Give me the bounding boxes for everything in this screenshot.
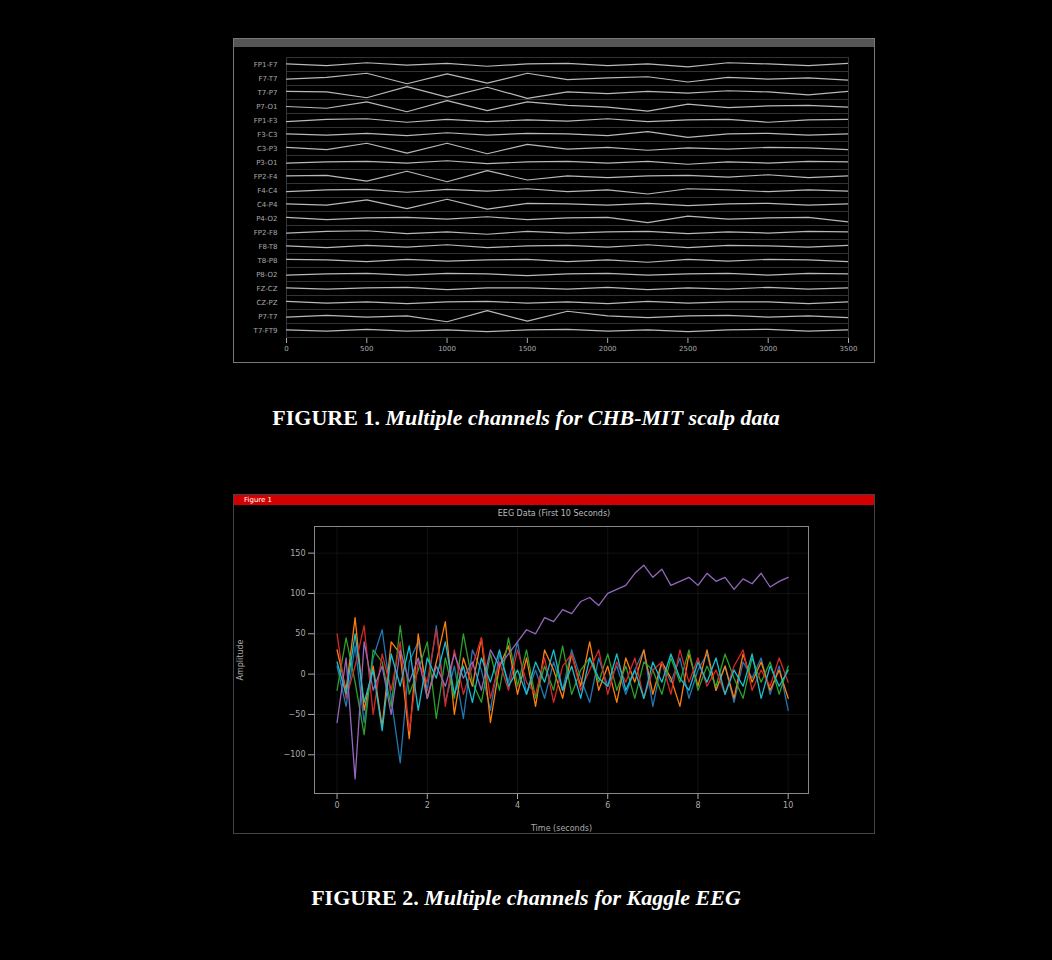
html-text:FIGURE 2. Multiple channels fo: FIGURE 2. Multiple channels for Kaggle E… [311,885,741,910]
svg-text:P3-O1: P3-O1 [256,159,277,167]
svg-text:F3-C3: F3-C3 [257,131,277,139]
svg-text:10: 10 [783,801,793,810]
svg-text:Amplitude: Amplitude [236,639,245,680]
svg-text:F4-C4: F4-C4 [257,187,278,195]
svg-text:FP2-F4: FP2-F4 [254,173,278,181]
svg-text:P7-O1: P7-O1 [256,103,277,111]
svg-text:C3-P3: C3-P3 [257,145,278,153]
svg-text:0: 0 [284,345,288,353]
svg-text:T8-P8: T8-P8 [257,257,278,265]
svg-text:4: 4 [515,801,520,810]
svg-text:−50: −50 [289,710,306,719]
svg-text:2500: 2500 [679,345,697,353]
svg-text:3000: 3000 [759,345,777,353]
svg-text:2000: 2000 [599,345,617,353]
svg-text:2: 2 [425,801,430,810]
svg-text:C4-P4: C4-P4 [257,201,278,209]
svg-text:FP1-F7: FP1-F7 [254,61,278,69]
svg-text:1000: 1000 [438,345,456,353]
svg-text:50: 50 [295,629,305,638]
svg-text:1500: 1500 [518,345,536,353]
svg-text:P8-O2: P8-O2 [256,271,277,279]
svg-text:F8-T8: F8-T8 [258,243,277,251]
svg-text:8: 8 [695,801,700,810]
svg-text:3500: 3500 [840,345,858,353]
svg-text:P7-T7: P7-T7 [258,313,277,321]
svg-text:6: 6 [605,801,610,810]
svg-text:0: 0 [335,801,340,810]
svg-text:CZ-PZ: CZ-PZ [256,299,277,307]
svg-text:FP1-F3: FP1-F3 [254,117,278,125]
svg-text:T7-P7: T7-P7 [257,89,278,97]
html-text:EEG Data (First 10 Seconds): EEG Data (First 10 Seconds) [497,509,611,518]
svg-text:−100: −100 [284,750,306,759]
svg-text:0: 0 [300,670,305,679]
html-text:Figure 1: Figure 1 [244,496,273,504]
html-text:FIGURE 1. Multiple channels fo: FIGURE 1. Multiple channels for CHB-MIT … [272,405,780,430]
svg-text:FZ-CZ: FZ-CZ [257,285,278,293]
svg-text:T7-FT9: T7-FT9 [253,327,278,335]
svg-text:P4-O2: P4-O2 [256,215,277,223]
svg-text:500: 500 [360,345,373,353]
svg-text:150: 150 [290,549,305,558]
svg-text:100: 100 [290,589,305,598]
svg-text:F7-T7: F7-T7 [258,75,277,83]
svg-text:FP2-F8: FP2-F8 [254,229,278,237]
svg-text:Time (seconds): Time (seconds) [530,824,592,833]
